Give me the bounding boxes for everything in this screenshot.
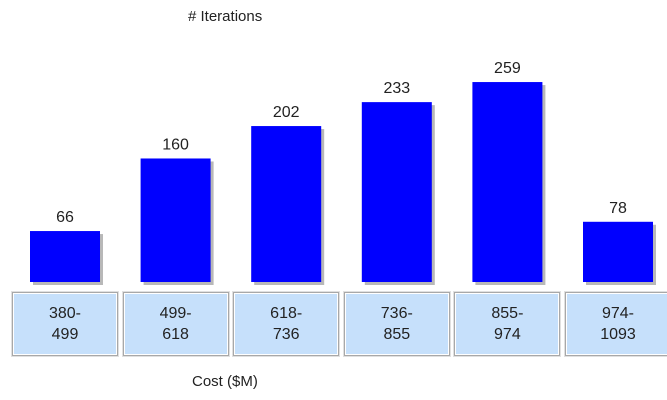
x-tick-label: 380- 499 bbox=[48, 305, 82, 343]
data-label: 66 bbox=[56, 209, 74, 226]
category-cell: 855- 974 bbox=[454, 292, 561, 356]
chart-title: # Iterations bbox=[188, 8, 263, 25]
bar bbox=[251, 126, 322, 282]
bar bbox=[583, 221, 653, 282]
category-cell: 380- 499 bbox=[12, 292, 118, 356]
x-axis-label: Cost ($M) bbox=[192, 373, 258, 390]
x-tick-label: 855- 974 bbox=[491, 305, 524, 343]
category-cell: 499- 618 bbox=[122, 292, 229, 356]
bar bbox=[361, 102, 432, 283]
x-tick-label: 736- 855 bbox=[380, 305, 413, 343]
data-label: 160 bbox=[162, 136, 189, 153]
data-label: 78 bbox=[609, 200, 627, 217]
data-label: 233 bbox=[383, 80, 410, 97]
category-cell: 736- 855 bbox=[343, 292, 450, 356]
x-tick-label: 499- 618 bbox=[159, 305, 192, 343]
bar bbox=[140, 158, 211, 282]
data-label: 259 bbox=[494, 60, 521, 77]
category-cell: 618- 736 bbox=[233, 292, 340, 356]
x-tick-label: 974- 1093 bbox=[600, 305, 636, 343]
x-tick-label: 618- 736 bbox=[270, 305, 303, 343]
category-cell: 974- 1093 bbox=[565, 292, 667, 356]
bar bbox=[472, 82, 543, 282]
data-label: 202 bbox=[273, 104, 300, 121]
bar bbox=[30, 231, 100, 282]
